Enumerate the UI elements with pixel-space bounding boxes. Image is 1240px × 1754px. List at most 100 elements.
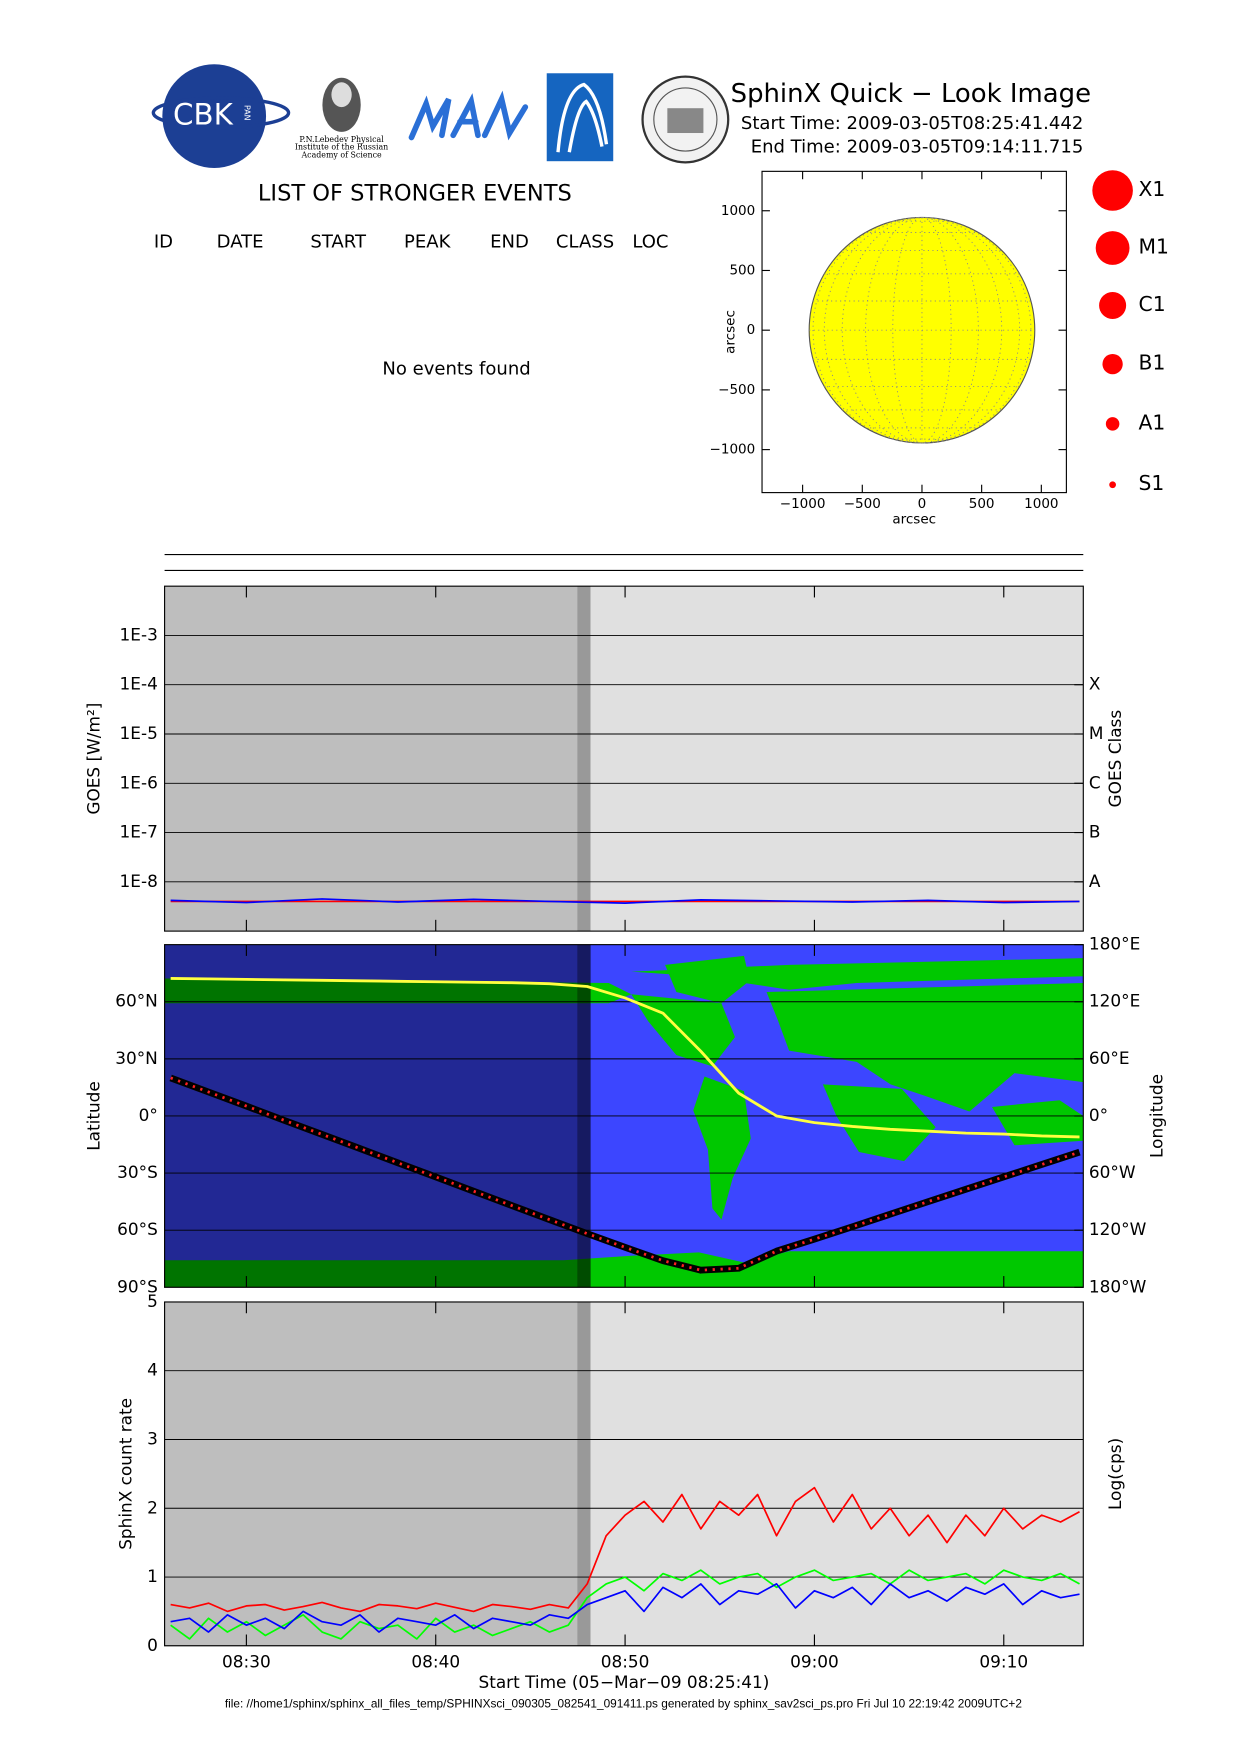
- y-tick-label: 1E-4: [120, 674, 158, 694]
- mian-logo: [408, 90, 529, 141]
- y-tick-label: 1: [147, 1566, 158, 1586]
- arc-logo: [546, 73, 614, 162]
- class-label: C1: [1139, 292, 1166, 316]
- x-tick-label: 0: [918, 496, 927, 512]
- y-tick-label: 0: [147, 1635, 158, 1655]
- y-axis-label: Latitude: [84, 1081, 104, 1151]
- column-header: PEAK: [404, 231, 452, 252]
- x-tick-label: 08:50: [601, 1652, 650, 1672]
- page-title: SphinX Quick − Look Image: [731, 79, 1091, 109]
- land: [665, 955, 750, 1004]
- shaded-interval: [577, 1301, 591, 1646]
- logo-stroke: [481, 90, 529, 141]
- column-header: CLASS: [556, 231, 614, 252]
- x-axis-label: arcsec: [892, 512, 936, 528]
- y-tick-label: −500: [718, 382, 755, 398]
- y-tick-label: 0°: [139, 1105, 158, 1125]
- y-axis-label: arcsec: [722, 310, 738, 354]
- logo-arc: [556, 82, 609, 153]
- plot-area: [164, 1301, 1084, 1646]
- y2-axis-label: Log(cps): [1105, 1438, 1125, 1510]
- portrait-face: [331, 82, 352, 108]
- logo-ring: [151, 96, 291, 130]
- y-tick-label: 90°S: [117, 1276, 158, 1296]
- y2-tick-label: 60°W: [1089, 1162, 1136, 1182]
- land: [766, 982, 1084, 1112]
- y2-axis-label: Longitude: [1147, 1074, 1167, 1158]
- y-tick-label: 30°N: [115, 1048, 158, 1068]
- y2-tick-label: 60°E: [1089, 1048, 1130, 1068]
- meridian: [841, 216, 1003, 444]
- y-tick-label: −1000: [710, 442, 756, 458]
- logo-stroke: [408, 95, 452, 141]
- y2-tick-label: 120°E: [1089, 991, 1140, 1011]
- disk-grid: [809, 216, 1035, 444]
- plot-frame: [164, 1301, 1084, 1647]
- y2-tick-label: C: [1089, 772, 1101, 792]
- column-header: START: [310, 231, 367, 252]
- y-tick-label: 60°N: [115, 991, 158, 1011]
- y2-tick-label: 0°: [1089, 1105, 1108, 1125]
- series-line: [170, 1583, 1080, 1633]
- x-tick-label: 09:00: [790, 1652, 839, 1672]
- logo-text: CBK: [173, 98, 234, 132]
- y2-tick-label: 180°W: [1089, 1276, 1147, 1296]
- logo-caption: Academy of Science: [300, 151, 382, 160]
- y-tick-label: 4: [147, 1360, 158, 1380]
- x-tick-label: 500: [969, 496, 995, 512]
- y2-tick-label: 180°E: [1089, 934, 1140, 954]
- plot-frame: [164, 944, 1084, 1288]
- class-label: S1: [1139, 471, 1165, 495]
- y-axis-label: SphinX count rate: [115, 1398, 135, 1550]
- class-label: M1: [1139, 234, 1169, 258]
- plot-frame: [164, 585, 1084, 932]
- column-header: END: [490, 231, 529, 252]
- y-tick-label: 30°S: [117, 1162, 158, 1182]
- column-header: ID: [154, 231, 173, 252]
- y2-tick-label: X: [1089, 674, 1101, 694]
- column-header: DATE: [217, 231, 264, 252]
- series-line: [170, 898, 1080, 904]
- y2-tick-label: M: [1089, 723, 1104, 743]
- x-tick-label: 09:10: [979, 1652, 1028, 1672]
- class-marker: [1102, 353, 1123, 375]
- y-tick-label: 1E-8: [120, 871, 158, 891]
- plot-area: [164, 586, 1084, 932]
- land: [164, 978, 632, 1004]
- y-tick-label: 60°S: [117, 1219, 158, 1239]
- series-line: [170, 1569, 1080, 1640]
- seal-inner: [653, 87, 718, 152]
- shaded-interval: [164, 586, 578, 932]
- plot-area: [164, 944, 1084, 1288]
- lebedev-logo: P.N.Lebedev Physical Institute of the Ru…: [295, 77, 388, 160]
- cbk-logo: CBK PAN: [151, 64, 291, 168]
- shaded-interval: [577, 586, 591, 932]
- x-tick-label: 1000: [1024, 496, 1058, 512]
- class-label: B1: [1139, 351, 1166, 375]
- class-marker: [1105, 417, 1120, 431]
- series-line: [170, 977, 1080, 1139]
- shaded-interval: [590, 586, 1084, 932]
- meridian: [892, 216, 952, 444]
- meridian: [823, 216, 1021, 444]
- x-tick-label: −1000: [780, 496, 826, 512]
- y-tick-label: 1E-6: [120, 772, 158, 792]
- land: [693, 1076, 751, 1220]
- x-axis-label: Start Time (05−Mar−09 08:25:41): [478, 1672, 769, 1692]
- class-marker: [1109, 481, 1116, 489]
- class-label: A1: [1139, 410, 1166, 434]
- shaded-interval: [590, 1301, 1084, 1646]
- x-tick-label: 08:30: [222, 1652, 271, 1672]
- y-tick-label: 0: [747, 322, 756, 338]
- y2-tick-label: 120°W: [1089, 1219, 1147, 1239]
- series-line: [170, 1486, 1080, 1613]
- plot-frame: [761, 170, 1067, 494]
- logo-disc: [162, 64, 267, 168]
- class-label: X1: [1139, 177, 1166, 201]
- logo-text: PAN: [242, 105, 251, 121]
- y-tick-label: 3: [147, 1428, 158, 1448]
- start-time: Start Time: 2009-03-05T08:25:41.442: [741, 113, 1083, 134]
- meridian: [865, 216, 979, 444]
